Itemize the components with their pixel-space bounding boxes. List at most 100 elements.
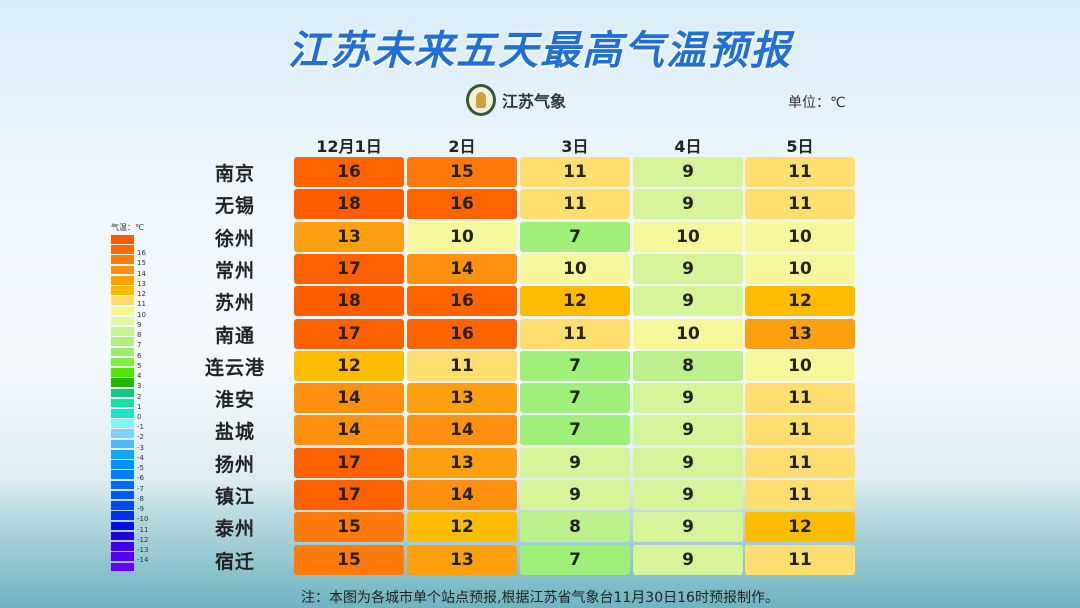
temperature-cell: 13: [745, 318, 855, 349]
legend-label: -9: [137, 505, 144, 514]
city-label: 扬州: [214, 453, 255, 476]
column-header: 5日: [786, 137, 814, 156]
legend-label: -8: [137, 494, 144, 503]
legend-swatch: -4: [111, 449, 144, 462]
legend-swatch: 13: [111, 275, 146, 288]
temperature-cell: 17: [294, 253, 404, 284]
legend-swatch: [111, 562, 134, 572]
legend-swatch: [111, 235, 134, 244]
temperature-cell: 9: [633, 286, 743, 317]
legend-swatch: -6: [111, 470, 144, 482]
legend-swatch: 16: [111, 245, 146, 257]
legend-swatch: 12: [111, 286, 146, 298]
legend-label: 0: [137, 412, 142, 421]
legend-label: 4: [137, 372, 142, 381]
temperature-cell: 9: [633, 512, 743, 543]
legend-label: -1: [137, 423, 144, 432]
column-header: 4日: [674, 137, 702, 156]
temperature-cell: 11: [745, 544, 855, 575]
temperature-cell: 9: [633, 189, 743, 220]
temperature-cell: 11: [745, 157, 855, 187]
city-label: 常州: [214, 259, 255, 282]
temperature-cell: 7: [520, 221, 630, 252]
temperature-cell: 7: [520, 415, 630, 446]
legend-label: 3: [137, 382, 142, 391]
legend-label: -10: [137, 515, 149, 524]
temperature-cell: 8: [520, 512, 630, 543]
legend-swatch: 9: [111, 316, 141, 329]
jiangsu-meteorology-seal-icon: [466, 84, 496, 116]
temperature-cell: 9: [633, 415, 743, 446]
logo-text: 江苏气象: [502, 92, 567, 111]
temperature-cell: 8: [633, 350, 743, 381]
logo: 江苏气象: [466, 84, 566, 116]
temperature-cell: 7: [520, 350, 630, 381]
temperature-cell: 9: [633, 447, 743, 478]
legend-swatch: -7: [111, 480, 144, 493]
temperature-cell: 13: [407, 383, 517, 414]
city-label: 无锡: [214, 195, 255, 218]
temperature-cell: 14: [407, 415, 517, 446]
temperature-cell: 11: [520, 318, 630, 349]
legend-label: 2: [137, 392, 142, 401]
legend-swatch: -1: [111, 419, 144, 431]
legend-swatch: 15: [111, 255, 146, 267]
temperature-cell: 15: [294, 512, 404, 543]
temperature-cell: 11: [745, 480, 855, 510]
temperature-cell: 11: [745, 383, 855, 414]
temperature-cell: 18: [294, 286, 404, 317]
legend-swatch: 3: [111, 378, 141, 390]
legend-swatch: 1: [111, 398, 141, 411]
temperature-cell: 11: [745, 189, 855, 220]
legend-swatch: -10: [111, 511, 148, 523]
legend-swatch: -12: [111, 531, 148, 544]
temperature-cell: 14: [294, 415, 404, 446]
legend-label: -4: [137, 453, 144, 462]
temperature-cell: 9: [633, 383, 743, 414]
legend-label: 6: [137, 351, 142, 360]
column-header: 2日: [448, 137, 476, 156]
temperature-cell: 12: [294, 350, 404, 381]
city-label: 镇江: [214, 486, 255, 508]
legend-swatch: 4: [111, 368, 141, 380]
city-label: 南通: [214, 324, 255, 347]
city-label: 宿迁: [214, 550, 255, 573]
temperature-cell: 17: [294, 447, 404, 478]
legend-label: 10: [137, 310, 146, 319]
legend-swatch: -14: [111, 552, 148, 564]
temperature-cell: 9: [633, 253, 743, 284]
column-header: 12月1日: [316, 137, 382, 156]
legend-title: 气温：℃: [111, 223, 144, 232]
temperature-cell: 15: [294, 544, 404, 575]
temperature-cell: 14: [407, 480, 517, 510]
temperature-legend: 气温：℃ 16 15 14 13 12 11 10 9 8 7 6 5 4 3 2 1 0 -1 -2 -3 -4 -5-…: [111, 222, 148, 573]
legend-swatch: 8: [111, 327, 141, 339]
page-title: 江苏未来五天最高气温预报: [288, 28, 792, 74]
temperature-cell: 16: [407, 189, 517, 220]
legend-label: 1: [137, 402, 142, 411]
temperature-cell: 11: [745, 447, 855, 478]
temperature-cell: 11: [520, 189, 630, 220]
temperature-cell: 14: [294, 383, 404, 414]
legend-label: -6: [137, 474, 144, 483]
temperature-cell: 11: [520, 157, 630, 187]
legend-label: 13: [137, 279, 146, 288]
city-label: 淮安: [214, 389, 255, 412]
legend-swatch: -9: [111, 501, 144, 513]
legend-label: -2: [137, 433, 144, 442]
temperature-cell: 17: [294, 318, 404, 349]
temperature-cell: 7: [520, 383, 630, 414]
temperature-cell: 7: [520, 544, 630, 575]
legend-label: -7: [137, 484, 144, 493]
legend-swatch: 7: [111, 337, 141, 349]
legend-label: 5: [137, 361, 142, 370]
temperature-cell: 10: [407, 221, 517, 252]
unit-label: 单位：℃: [788, 95, 846, 111]
temperature-cell: 13: [294, 221, 404, 252]
legend-swatch: 10: [111, 306, 146, 319]
legend-swatch: 14: [111, 265, 146, 278]
temperature-cell: 16: [294, 157, 404, 187]
temperature-cell: 10: [745, 350, 855, 381]
temperature-cell: 10: [633, 318, 743, 349]
legend-swatch: -13: [111, 542, 148, 554]
